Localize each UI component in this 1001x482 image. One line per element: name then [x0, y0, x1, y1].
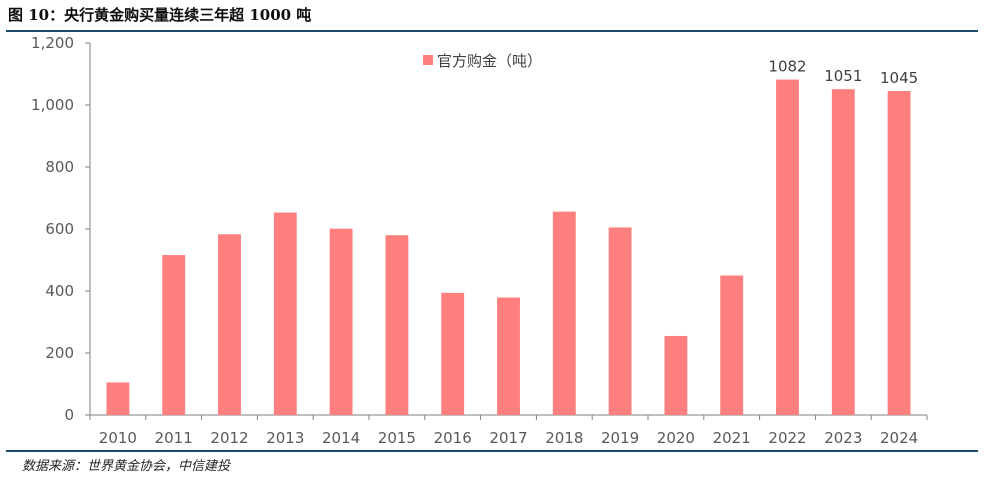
bottom-rule: [6, 450, 978, 452]
x-tick-label: 2016: [434, 429, 472, 447]
data-labels: 1082 1051 1045: [768, 58, 918, 87]
y-axis: 0 200 400 600 800 1,000 1,200: [31, 34, 91, 424]
bar-2012: [218, 234, 241, 415]
y-tick-label: 800: [45, 158, 74, 176]
bar-2013: [273, 212, 297, 415]
x-tick-label: 2014: [322, 429, 360, 447]
y-tick-label: 400: [45, 282, 74, 300]
x-tick-label: 2015: [378, 429, 416, 447]
x-tick-label: 2020: [657, 429, 695, 447]
chart-title: 图 10：央行黄金购买量连续三年超 1000 吨: [8, 6, 312, 24]
x-tick-label: 2017: [489, 429, 527, 447]
source-note: 数据来源：世界黄金协会，中信建投: [22, 459, 231, 474]
legend: 官方购金（吨）: [423, 52, 542, 70]
x-tick-label: 2011: [155, 429, 193, 447]
bar-2011: [162, 255, 186, 415]
data-label-2023: 1051: [824, 67, 862, 85]
bar-2016: [441, 292, 465, 415]
x-tick-label: 2022: [768, 429, 806, 447]
bar-2015: [385, 235, 409, 415]
bar-2023: [831, 89, 855, 415]
x-tick-label: 2021: [713, 429, 751, 447]
legend-label: 官方购金（吨）: [437, 52, 542, 70]
y-tick-label: 200: [45, 344, 74, 362]
bar-2021: [720, 275, 744, 415]
bar-2019: [608, 227, 632, 415]
y-tick-label: 600: [45, 220, 74, 238]
bar-2022: [776, 79, 799, 415]
y-tick-label: 1,200: [31, 34, 74, 52]
bar-2020: [664, 335, 688, 415]
x-tick-label: 2019: [601, 429, 639, 447]
y-tick-label: 1,000: [31, 96, 74, 114]
bar-2017: [497, 297, 520, 415]
top-rule: [6, 30, 978, 32]
x-tick-label: 2010: [99, 429, 137, 447]
x-tick-label: 2024: [880, 429, 918, 447]
bars: [106, 79, 911, 416]
data-label-2022: 1082: [768, 58, 806, 76]
bar-2024: [887, 91, 911, 416]
x-tick-label: 2013: [266, 429, 304, 447]
bar-2018: [552, 211, 576, 415]
bar-2014: [329, 228, 353, 415]
x-axis: 2010 2011 2012 2013 2014 2015 2016 2017 2018 2019…: [89, 414, 928, 447]
y-tick-label: 0: [64, 406, 74, 424]
x-tick-label: 2023: [824, 429, 862, 447]
bar-2010: [106, 382, 130, 415]
data-label-2024: 1045: [880, 69, 918, 87]
legend-swatch: [423, 55, 433, 65]
x-tick-label: 2012: [210, 429, 248, 447]
x-tick-label: 2018: [545, 429, 583, 447]
